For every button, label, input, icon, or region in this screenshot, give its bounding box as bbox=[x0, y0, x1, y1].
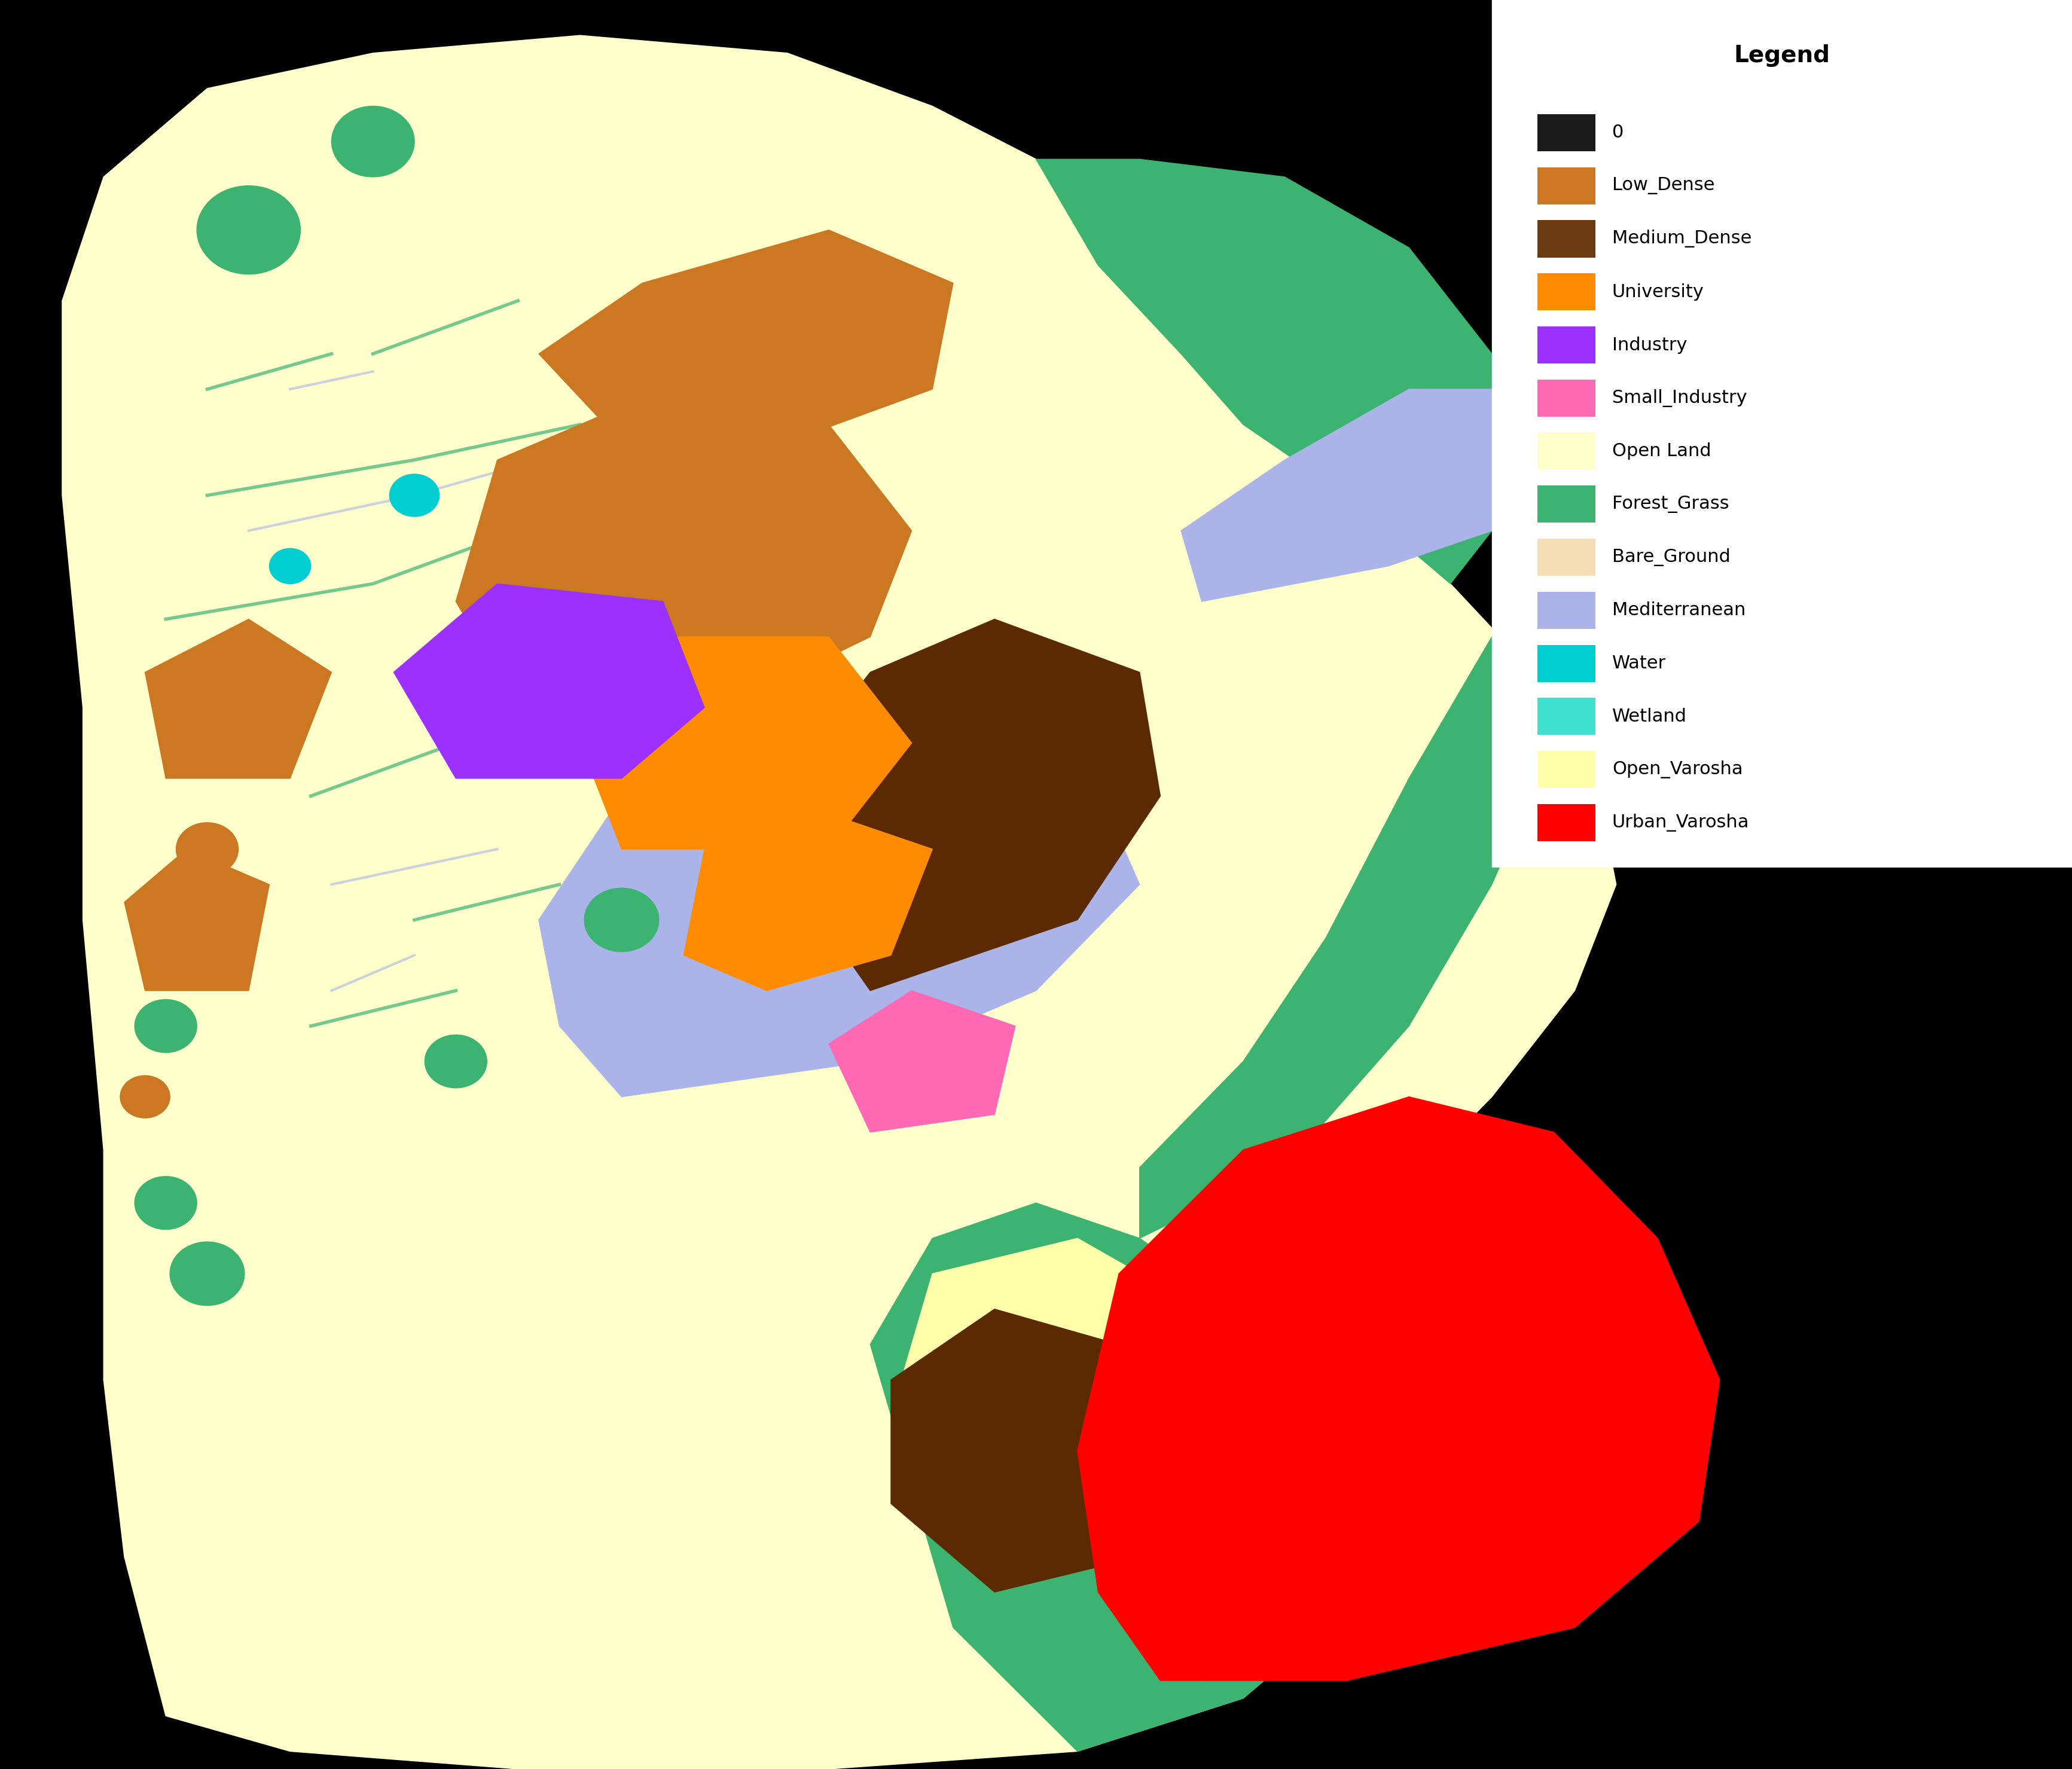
Polygon shape bbox=[787, 619, 1160, 991]
Circle shape bbox=[176, 823, 238, 876]
Text: Small_Industry: Small_Industry bbox=[1612, 389, 1747, 407]
FancyBboxPatch shape bbox=[1537, 699, 1595, 736]
FancyBboxPatch shape bbox=[1492, 0, 2072, 867]
Polygon shape bbox=[1140, 566, 1595, 1238]
FancyBboxPatch shape bbox=[1537, 168, 1595, 205]
FancyBboxPatch shape bbox=[1537, 274, 1595, 311]
Circle shape bbox=[584, 888, 659, 952]
Polygon shape bbox=[456, 389, 912, 708]
Polygon shape bbox=[1036, 159, 1533, 584]
Polygon shape bbox=[580, 637, 912, 849]
FancyBboxPatch shape bbox=[1537, 591, 1595, 630]
Text: University: University bbox=[1612, 283, 1703, 301]
Circle shape bbox=[269, 548, 311, 584]
Polygon shape bbox=[1181, 389, 1533, 601]
Text: Open Land: Open Land bbox=[1612, 442, 1711, 460]
Text: Mediterranean: Mediterranean bbox=[1612, 601, 1745, 619]
Polygon shape bbox=[829, 991, 1015, 1132]
FancyBboxPatch shape bbox=[1537, 750, 1595, 789]
Circle shape bbox=[197, 186, 300, 274]
Circle shape bbox=[332, 106, 414, 177]
FancyBboxPatch shape bbox=[1537, 486, 1595, 524]
Polygon shape bbox=[870, 1203, 1347, 1751]
Circle shape bbox=[182, 651, 232, 693]
FancyBboxPatch shape bbox=[1537, 433, 1595, 471]
FancyBboxPatch shape bbox=[1537, 219, 1595, 257]
Text: Urban_Varosha: Urban_Varosha bbox=[1612, 814, 1749, 831]
Text: Bare_Ground: Bare_Ground bbox=[1612, 548, 1730, 566]
Polygon shape bbox=[891, 1238, 1243, 1557]
Text: Medium_Dense: Medium_Dense bbox=[1612, 230, 1751, 248]
Circle shape bbox=[684, 761, 767, 831]
Text: Low_Dense: Low_Dense bbox=[1612, 177, 1714, 195]
Polygon shape bbox=[145, 619, 332, 778]
FancyBboxPatch shape bbox=[1537, 538, 1595, 577]
Circle shape bbox=[170, 1242, 244, 1306]
Circle shape bbox=[135, 999, 197, 1053]
FancyBboxPatch shape bbox=[1537, 327, 1595, 364]
FancyBboxPatch shape bbox=[1537, 380, 1595, 417]
Polygon shape bbox=[394, 584, 704, 778]
Text: Legend: Legend bbox=[1734, 44, 1830, 67]
Polygon shape bbox=[124, 849, 269, 991]
Circle shape bbox=[135, 1176, 197, 1229]
Polygon shape bbox=[62, 35, 1616, 1769]
FancyBboxPatch shape bbox=[1537, 805, 1595, 842]
FancyBboxPatch shape bbox=[1537, 115, 1595, 152]
Text: 0: 0 bbox=[1612, 124, 1624, 142]
Circle shape bbox=[120, 1076, 170, 1118]
Polygon shape bbox=[539, 672, 1140, 1097]
Circle shape bbox=[390, 474, 439, 517]
Text: Water: Water bbox=[1612, 655, 1666, 672]
Text: Industry: Industry bbox=[1612, 336, 1687, 354]
Polygon shape bbox=[1077, 1097, 1720, 1681]
Text: Forest_Grass: Forest_Grass bbox=[1612, 495, 1728, 513]
FancyBboxPatch shape bbox=[1537, 644, 1595, 681]
Polygon shape bbox=[539, 230, 953, 442]
Polygon shape bbox=[891, 1309, 1181, 1592]
Polygon shape bbox=[1140, 1344, 1575, 1681]
Text: Open_Varosha: Open_Varosha bbox=[1612, 761, 1743, 778]
Text: Wetland: Wetland bbox=[1612, 708, 1687, 725]
Circle shape bbox=[425, 1035, 487, 1088]
Polygon shape bbox=[684, 814, 932, 991]
